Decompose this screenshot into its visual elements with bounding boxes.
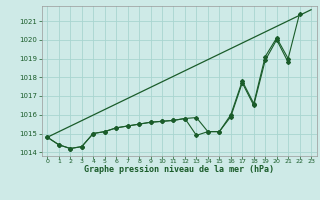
X-axis label: Graphe pression niveau de la mer (hPa): Graphe pression niveau de la mer (hPa) xyxy=(84,165,274,174)
